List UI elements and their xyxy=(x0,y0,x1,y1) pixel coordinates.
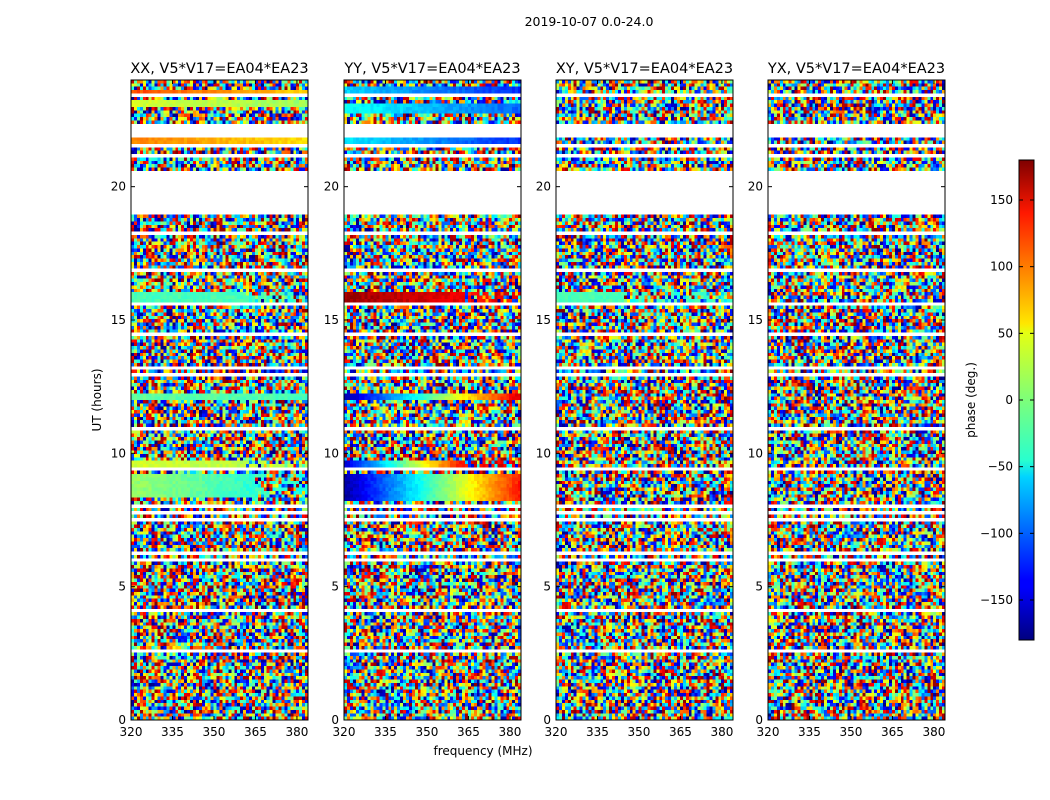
y-tick-label: 15 xyxy=(324,313,339,327)
panel-2: XY, V5*V17=EA04*EA23 320 335 350 365 380 0 5 10 1… xyxy=(536,61,734,739)
x-tick-label: 365 xyxy=(881,725,904,739)
colorbar-tick-label: 150 xyxy=(990,193,1013,207)
y-tick-label: 0 xyxy=(755,713,763,727)
x-tick-label: 365 xyxy=(457,725,480,739)
y-tick-label: 5 xyxy=(755,580,763,594)
x-tick-label: 380 xyxy=(285,725,308,739)
x-tick-label: 365 xyxy=(244,725,267,739)
panel-0: XX, V5*V17=EA04*EA23 320 335 350 365 380 0 5 10 1… xyxy=(111,61,309,739)
phase-heatmap-image xyxy=(131,80,308,720)
x-tick-label: 335 xyxy=(798,725,821,739)
y-tick-label: 5 xyxy=(118,580,126,594)
x-axis-label: frequency (MHz) xyxy=(433,744,532,758)
colorbar-tick-label: −50 xyxy=(988,460,1013,474)
y-tick-label: 10 xyxy=(324,446,339,460)
colorbar: −150 −100 −50 0 50 100 150 phase (deg.) xyxy=(964,159,1035,641)
y-tick-label: 15 xyxy=(111,313,126,327)
x-tick-label: 380 xyxy=(710,725,733,739)
x-tick-label: 350 xyxy=(628,725,651,739)
x-tick-label: 350 xyxy=(840,725,863,739)
y-tick-label: 10 xyxy=(111,446,126,460)
y-tick-label: 20 xyxy=(536,180,551,194)
x-tick-label: 380 xyxy=(498,725,521,739)
colorbar-tick-label: −150 xyxy=(980,593,1013,607)
panel-frame xyxy=(767,79,946,721)
panel-1: YY, V5*V17=EA04*EA23 320 335 350 365 380 0 5 10 1… xyxy=(324,61,522,739)
panel-frame xyxy=(130,79,309,721)
x-tick-label: 335 xyxy=(374,725,397,739)
x-tick-label: 320 xyxy=(333,725,356,739)
x-tick-label: 350 xyxy=(416,725,439,739)
heatmap-panels: XX, V5*V17=EA04*EA23 320 335 350 365 380 0 5 10 1… xyxy=(111,61,946,739)
panel-frame xyxy=(343,79,522,721)
colorbar-tick-label: −100 xyxy=(980,526,1013,540)
x-tick-label: 320 xyxy=(757,725,780,739)
y-tick-label: 15 xyxy=(536,313,551,327)
panel-frame xyxy=(555,79,734,721)
panel-title: YY, V5*V17=EA04*EA23 xyxy=(343,61,520,77)
y-tick-label: 0 xyxy=(331,713,339,727)
panel-title: XX, V5*V17=EA04*EA23 xyxy=(130,61,308,77)
x-tick-label: 380 xyxy=(922,725,945,739)
x-tick-label: 365 xyxy=(669,725,692,739)
colorbar-label: phase (deg.) xyxy=(964,362,978,438)
colorbar-tick-label: 100 xyxy=(990,260,1013,274)
y-tick-label: 5 xyxy=(331,580,339,594)
y-tick-label: 20 xyxy=(324,180,339,194)
y-tick-label: 20 xyxy=(748,180,763,194)
phase-heatmap-image xyxy=(768,80,945,720)
y-tick-label: 5 xyxy=(543,580,551,594)
y-tick-label: 10 xyxy=(748,446,763,460)
x-tick-label: 335 xyxy=(161,725,184,739)
panel-3: YX, V5*V17=EA04*EA23 320 335 350 365 380 0 5 10 1… xyxy=(748,61,946,739)
x-tick-label: 320 xyxy=(545,725,568,739)
colorbar-tick-label: 0 xyxy=(1005,393,1013,407)
y-tick-label: 15 xyxy=(748,313,763,327)
figure-title: 2019-10-07 0.0-24.0 xyxy=(525,14,654,29)
x-tick-label: 350 xyxy=(203,725,226,739)
phase-heatmap-image xyxy=(556,80,733,720)
y-axis-label: UT (hours) xyxy=(90,368,104,431)
x-tick-label: 320 xyxy=(120,725,143,739)
colorbar-ticks: −150 −100 −50 0 50 100 150 xyxy=(980,193,1034,607)
x-tick-label: 335 xyxy=(586,725,609,739)
phase-heatmap-image xyxy=(344,80,521,720)
panel-title: YX, V5*V17=EA04*EA23 xyxy=(767,61,945,77)
panel-title: XY, V5*V17=EA04*EA23 xyxy=(556,61,733,77)
y-tick-label: 0 xyxy=(118,713,126,727)
y-tick-label: 10 xyxy=(536,446,551,460)
y-tick-label: 20 xyxy=(111,180,126,194)
y-tick-label: 0 xyxy=(543,713,551,727)
colorbar-tick-label: 50 xyxy=(998,326,1013,340)
